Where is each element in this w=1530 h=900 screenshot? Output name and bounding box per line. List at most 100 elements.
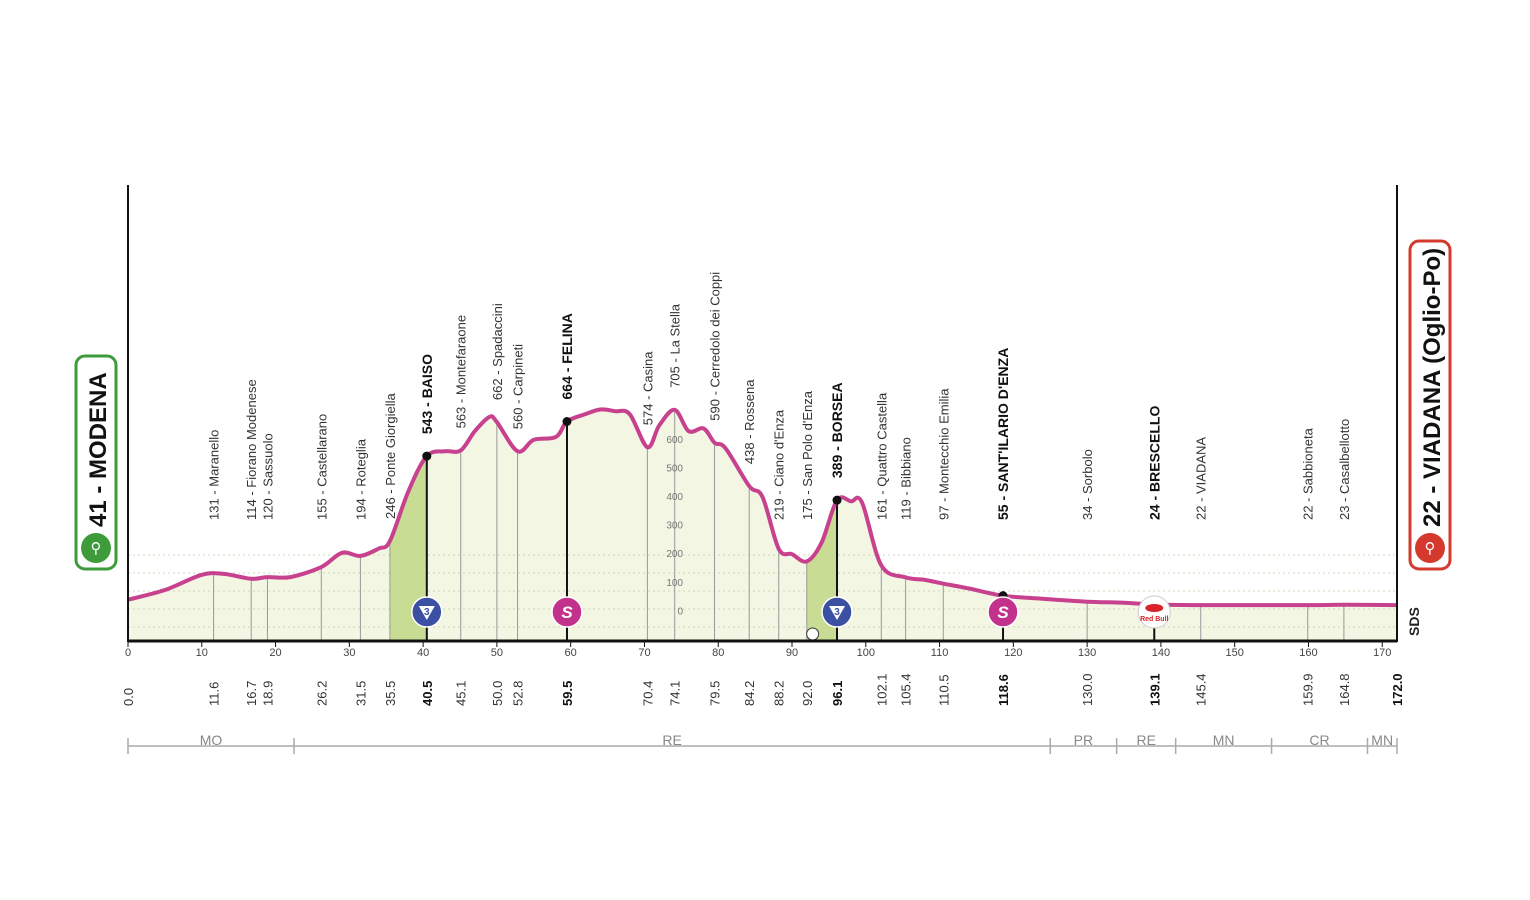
altitude-ticks: 0 100 200 300 400 500 600 <box>666 435 683 618</box>
waypoint-label: 119 - Bibbiano <box>899 437 914 520</box>
region-label: CR <box>1309 732 1329 748</box>
mountain-icon <box>418 606 435 620</box>
x-tick-label: 150 <box>1226 647 1244 659</box>
waypoint-dot <box>562 416 572 426</box>
km-label: 74.1 <box>668 681 683 706</box>
waypoint-label: 55 - SANT'ILARIO D'ENZA <box>995 348 1011 520</box>
km-label: 40.5 <box>420 681 435 706</box>
km-label: 172.0 <box>1390 673 1405 706</box>
km-label: 159.9 <box>1301 673 1316 706</box>
altitude-tick-label: 300 <box>666 521 683 532</box>
waypoint-label: 23 - Casalbellotto <box>1337 419 1352 520</box>
waypoint-label: 22 - Sabbioneta <box>1301 427 1316 520</box>
km-label: 164.8 <box>1337 673 1352 706</box>
x-tick-label: 20 <box>269 647 281 659</box>
km-label: 59.5 <box>560 681 575 706</box>
km-label: 16.7 <box>244 681 259 706</box>
km-label: 88.2 <box>772 681 787 706</box>
waypoint-label: 22 - VIADANA <box>1194 437 1209 520</box>
mountain-icon <box>829 606 846 620</box>
x-tick-label: 50 <box>491 647 503 659</box>
waypoint-label: 114 - Fiorano Modenese <box>244 379 259 520</box>
profile-line <box>127 407 1398 608</box>
km-label: 130.0 <box>1080 673 1095 706</box>
svg-text:⚲: ⚲ <box>91 539 102 557</box>
waypoint-dot <box>832 495 842 505</box>
region-label: RE <box>662 732 681 748</box>
sprint-marker-icon <box>551 596 583 628</box>
markers: 3 S 3 S Red Bull <box>411 595 1171 641</box>
redbull-logo-icon <box>1145 604 1164 612</box>
waypoint-label: 664 - FELINA <box>559 313 575 399</box>
waypoint-label: 389 - BORSEA <box>829 382 845 478</box>
start-badge <box>74 354 118 571</box>
brand-logo-text: SDS <box>1406 607 1422 636</box>
x-tick-label: 10 <box>196 647 208 659</box>
sprint-marker-icon <box>987 596 1019 628</box>
region-label: MN <box>1371 732 1393 748</box>
waypoint-labels: 131 - Maranello 114 - Fiorano Modenese 120… <box>207 272 1352 520</box>
x-axis: 0 10 20 30 40 50 60 70 80 90 100 110 120 130 140 150 160… <box>125 639 1397 659</box>
km-label: 11.6 <box>207 682 222 706</box>
km-label: 102.1 <box>874 673 889 706</box>
km-label: 118.6 <box>996 674 1011 706</box>
start-label: 41 - MODENA <box>85 372 112 527</box>
x-tick-label: 140 <box>1152 647 1170 659</box>
km-label: 0.0 <box>121 688 136 706</box>
x-tick-label: 60 <box>565 647 577 659</box>
waypoint-dot <box>422 451 432 461</box>
x-tick-label: 70 <box>638 647 650 659</box>
km-label: 50.0 <box>490 681 505 706</box>
finish-endpoint: 22 - VIADANA (Oglio-Po) ⚲ <box>1396 185 1452 642</box>
waypoint-label: 131 - Maranello <box>207 430 222 520</box>
km-label: 79.5 <box>708 681 723 706</box>
km-label: 70.4 <box>640 681 655 706</box>
region-label: PR <box>1074 732 1093 748</box>
km-label: 110.5 <box>936 674 951 706</box>
x-tick-label: 170 <box>1373 647 1391 659</box>
waypoint-lines <box>213 409 1345 640</box>
altitude-tick-label: 500 <box>666 463 683 474</box>
km-label: 145.4 <box>1194 673 1209 706</box>
km-label: 45.1 <box>454 681 469 706</box>
waypoint-label: 34 - Sorbolo <box>1080 449 1095 520</box>
altitude-tick-label: 100 <box>666 578 683 589</box>
km-label: 52.8 <box>511 681 526 706</box>
altitude-tick-label: 200 <box>666 549 683 560</box>
waypoint-label: 120 - Sassuolo <box>260 433 275 520</box>
km-label: 96.1 <box>830 681 845 706</box>
waypoint-dots <box>422 416 1159 610</box>
x-tick-label: 130 <box>1078 647 1096 659</box>
finish-label: 22 - VIADANA (Oglio-Po) <box>1419 248 1446 527</box>
x-tick-label: 100 <box>857 647 875 659</box>
feed-zone-icon <box>806 627 820 641</box>
region-label: MO <box>200 732 223 748</box>
km-label: 92.0 <box>800 681 815 706</box>
waypoint-label: 590 - Cerredolo dei Coppi <box>708 272 723 421</box>
waypoint-label: 563 - Montefaraone <box>454 315 469 428</box>
svg-text:⚲: ⚲ <box>1425 539 1436 557</box>
km-label: 84.2 <box>742 681 757 706</box>
x-tick-label: 110 <box>931 647 949 659</box>
waypoint-label: 97 - Montecchio Emilia <box>936 388 951 520</box>
region-label: MN <box>1213 732 1235 748</box>
region-label: RE <box>1136 732 1155 748</box>
waypoint-label: 155 - Castellarano <box>314 414 329 520</box>
waypoint-label: 219 - Ciano d'Enza <box>772 409 787 520</box>
waypoint-label: 246 - Ponte Giorgiella <box>383 392 398 519</box>
kom-category-label: 3 <box>834 607 840 618</box>
regions: MO RE PR RE MN CR MN <box>127 732 1398 754</box>
waypoint-label: 705 - La Stella <box>668 303 683 388</box>
x-tick-label: 90 <box>786 647 798 659</box>
x-tick-label: 40 <box>417 647 429 659</box>
km-labels: 0.0 11.6 16.7 18.9 26.2 31.5 35.5 40.5 45.1 50.0 5… <box>121 673 1405 706</box>
km-label: 139.1 <box>1147 673 1162 706</box>
finish-badge <box>1408 239 1452 571</box>
x-tick-label: 160 <box>1299 647 1317 659</box>
waypoint-label: 574 - Casina <box>640 351 655 425</box>
waypoint-label: 161 - Quattro Castella <box>874 392 889 520</box>
start-endpoint: 41 - MODENA ⚲ <box>74 185 129 642</box>
ground-layer <box>128 409 1397 640</box>
waypoint-label: 194 - Roteglia <box>353 438 368 520</box>
altitude-tick-label: 400 <box>666 492 683 503</box>
